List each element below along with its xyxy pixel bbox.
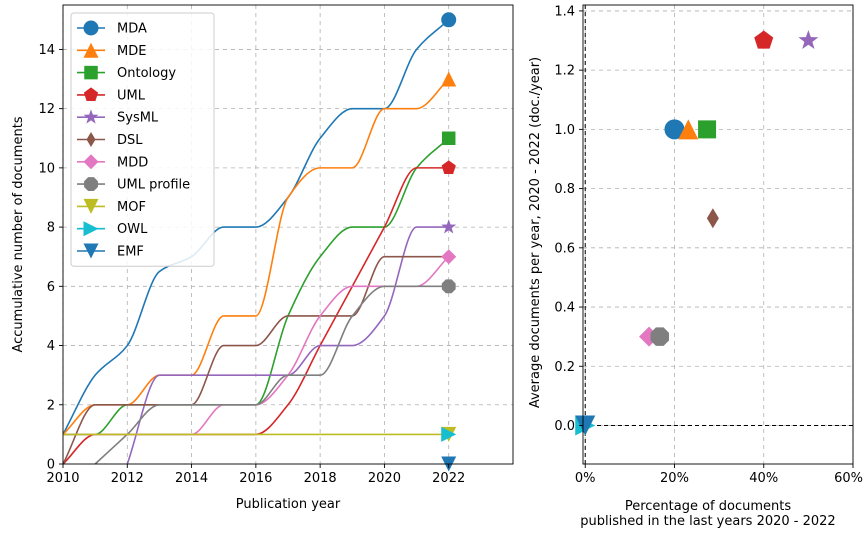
point-dsl: [706, 208, 719, 229]
series-line-dsl: [62, 255, 449, 465]
y-tick-label: 1.0: [554, 123, 575, 138]
y-tick-label: 1.2: [554, 64, 575, 79]
series-marker-uml-profile: [441, 279, 456, 294]
plot-frame: [582, 4, 854, 465]
series-marker-owl: [441, 426, 457, 442]
y-tick-label: 14: [38, 43, 55, 58]
series-marker-mdd: [441, 249, 457, 265]
legend-entry-owl: OWL: [77, 221, 148, 237]
x-tick-label: 2016: [239, 471, 272, 486]
legend-label: OWL: [117, 222, 148, 237]
legend-entry-mdd: MDD: [77, 154, 148, 170]
legend-label: DSL: [117, 133, 143, 148]
point-mde: [678, 119, 699, 140]
y-tick-label: 12: [38, 102, 55, 117]
x-tick-label: 2020: [368, 471, 401, 486]
x-tick-label: 2014: [175, 471, 208, 486]
legend-entry-uml: UML: [77, 87, 146, 103]
x-tick-label: 60%: [834, 471, 863, 486]
legend-box: [70, 12, 215, 267]
legend-marker-mof: [83, 198, 99, 214]
legend-label: MOF: [117, 200, 146, 215]
legend-marker-uml-profile: [84, 177, 98, 192]
y-tick-label: 1.4: [554, 4, 575, 19]
x-tick-label: 20%: [660, 471, 689, 486]
point-ontology: [698, 120, 717, 139]
legend-marker-emf: [83, 243, 99, 259]
point-uml: [754, 30, 774, 49]
legend-label: MDD: [117, 155, 148, 170]
y-tick-label: 0.6: [554, 241, 575, 256]
legend-marker-owl: [83, 221, 99, 237]
x-axis-label-line: published in the last years 2020 - 2022: [580, 514, 835, 529]
y-axis-label: Accumulative number of documents: [11, 116, 26, 352]
legend-entry-mda: MDA: [77, 20, 147, 37]
legend-marker-dsl: [86, 132, 96, 147]
y-tick-label: 0.2: [554, 360, 575, 375]
x-tick-label: 2012: [111, 471, 144, 486]
y-tick-label: 0.8: [554, 182, 575, 197]
legend-entry-ontology: Ontology: [77, 65, 176, 81]
y-tick-label: 10: [38, 161, 55, 176]
legend-label: UML profile: [117, 178, 190, 193]
legend-label: UML: [117, 88, 146, 103]
legend-entry-uml-profile: UML profile: [77, 177, 190, 193]
series-marker-uml: [441, 160, 456, 174]
legend-label: MDE: [117, 44, 146, 59]
y-tick-label: 4: [47, 339, 55, 354]
x-tick-label: 2010: [46, 471, 79, 486]
x-tick-label: 2022: [432, 471, 465, 486]
y-axis-label: Average documents per year, 2020 - 2022 …: [528, 57, 543, 408]
y-tick-label: 2: [47, 398, 55, 413]
series-marker-sysml: [441, 219, 457, 234]
legend-entry-mde: MDE: [77, 42, 146, 59]
legend-marker-mdd: [83, 154, 99, 170]
x-axis-label-line: Percentage of documents: [625, 499, 792, 514]
series-marker-mda: [441, 12, 457, 28]
point-uml-profile: [650, 327, 669, 346]
legend-entry-mof: MOF: [77, 198, 146, 215]
legend-label: MDA: [117, 22, 147, 37]
legend-marker-mde: [83, 42, 99, 58]
x-tick-label: 40%: [749, 471, 778, 486]
y-tick-label: 0.4: [554, 301, 575, 316]
legend: MDA MDE Ontology UML SysML DSL MDD UML profile M…: [70, 12, 215, 267]
legend-entry-dsl: DSL: [77, 132, 143, 148]
legend-marker-sysml: [83, 109, 99, 124]
y-tick-label: 0: [47, 458, 55, 473]
legend-entry-sysml: SysML: [77, 109, 159, 126]
legend-marker-ontology: [84, 65, 98, 80]
legend-entry-emf: EMF: [77, 243, 144, 260]
legend-label: SysML: [117, 111, 159, 126]
x-tick-label: 0%: [575, 471, 596, 486]
point-sysml: [798, 30, 819, 50]
y-tick-label: 8: [47, 221, 55, 236]
series-line-uml-profile: [94, 285, 449, 465]
series-marker-mde: [441, 71, 457, 87]
right-chart-average: 0% 20% 40% 60% 0.0 0.2 0.4 0.6 0.8 1.0 1.2 1.4 Perce…: [528, 4, 863, 529]
left-chart-accumulative: 2010 2012 2014 2016 2018 2020 2022 0 2 4 6 8 10 12 14 P…: [11, 4, 514, 512]
legend-label: Ontology: [117, 66, 176, 81]
legend-label: EMF: [117, 245, 144, 260]
y-tick-label: 6: [47, 280, 55, 295]
plot-frame: [62, 4, 514, 465]
x-axis-label: Publication year: [236, 497, 341, 512]
legend-marker-mda: [83, 20, 99, 36]
legend-marker-uml: [83, 87, 99, 101]
y-tick-label: 0.0: [554, 419, 575, 434]
x-tick-label: 2018: [304, 471, 337, 486]
series-marker-ontology: [441, 131, 456, 146]
point-mda: [664, 119, 685, 140]
point-emf: [575, 415, 596, 436]
